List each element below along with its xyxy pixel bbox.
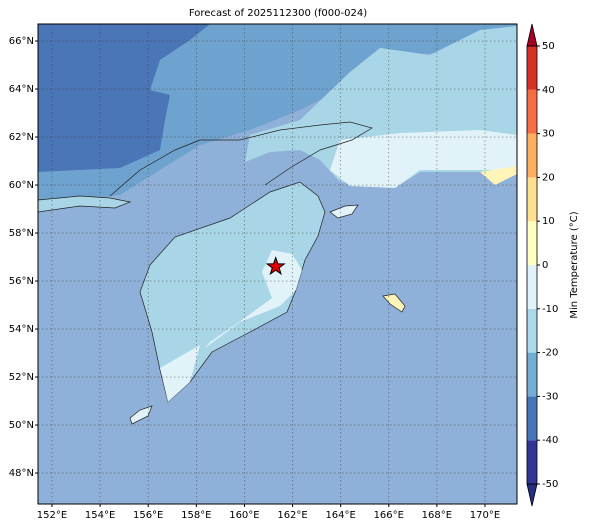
colorbar-segment <box>527 177 537 222</box>
island <box>382 293 406 313</box>
colorbar-tick-label: 30 <box>542 129 555 140</box>
colorbar-extend <box>526 23 538 47</box>
colorbar-tick-label: 20 <box>542 172 555 183</box>
coastline <box>109 121 373 197</box>
y-tick-label: 54°N <box>9 324 34 335</box>
colorbar-tick-label: -30 <box>542 391 558 402</box>
colorbar-segment <box>527 133 537 178</box>
y-tick-label: 50°N <box>9 420 34 431</box>
y-tick-label: 56°N <box>9 276 34 287</box>
colorbar-segment <box>527 396 537 441</box>
x-tick-label: 158°E <box>181 510 211 521</box>
x-tick-label: 152°E <box>37 510 67 521</box>
field-band <box>480 166 517 185</box>
field-band <box>38 24 210 172</box>
colorbar-tick-label: 10 <box>542 216 555 227</box>
field-band <box>330 130 517 188</box>
colorbar-segment <box>527 46 537 90</box>
island <box>38 195 132 213</box>
location-marker <box>265 256 286 276</box>
colorbar-segment <box>527 352 537 397</box>
field-band <box>205 250 302 348</box>
colorbar-tick-label: -20 <box>542 348 558 359</box>
colorbar-label: Min Temperature (°C) <box>569 211 580 318</box>
colorbar-segment <box>527 440 537 484</box>
colorbar-segment <box>527 89 537 134</box>
colorbar-segment <box>527 308 537 353</box>
dynamic-layer: 152°E 154°E 156°E 158°E 160°E 162°E 164°E 166°E… <box>9 23 580 521</box>
map-frame <box>37 23 518 505</box>
y-tick-label: 66°N <box>9 36 34 47</box>
chart-title: Forecast of 2025112300 (f000-024) <box>189 8 367 19</box>
colorbar-segment <box>527 221 537 265</box>
field-band <box>160 345 200 402</box>
y-tick-label: 64°N <box>9 84 34 95</box>
y-tick-label: 52°N <box>9 372 34 383</box>
colorbar-tick-label: 50 <box>542 41 555 52</box>
y-tick-label: 48°N <box>9 468 34 479</box>
x-tick-label: 162°E <box>277 510 307 521</box>
colorbar-tick-label: 40 <box>542 85 555 96</box>
x-tick-label: 168°E <box>422 510 452 521</box>
y-tick-label: 58°N <box>9 228 34 239</box>
x-tick-label: 156°E <box>133 510 163 521</box>
x-tick-label: 164°E <box>325 510 355 521</box>
y-tick-label: 62°N <box>9 132 34 143</box>
y-tick-label: 60°N <box>9 180 34 191</box>
x-tick-label: 154°E <box>85 510 115 521</box>
colorbar-tick-label: -40 <box>542 435 558 446</box>
colorbar-tick-label: -10 <box>542 304 558 315</box>
colorbar-extend <box>526 483 538 507</box>
colorbar-segment <box>527 265 537 309</box>
colorbar-tick-label: -50 <box>542 479 558 490</box>
island <box>129 405 153 425</box>
x-tick-label: 160°E <box>229 510 259 521</box>
x-tick-label: 166°E <box>374 510 404 521</box>
island <box>329 204 359 219</box>
colorbar-tick-label: 0 <box>542 260 548 271</box>
x-tick-label: 170°E <box>470 510 500 521</box>
